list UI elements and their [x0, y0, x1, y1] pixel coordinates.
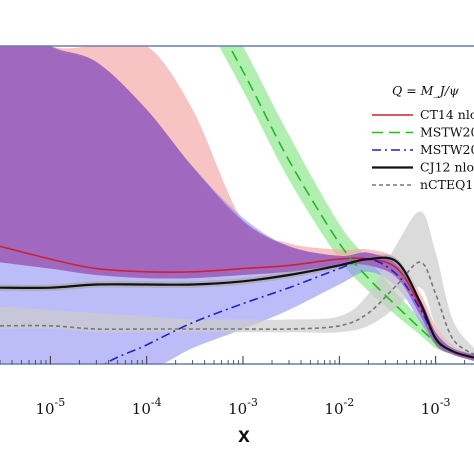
band-series-1: [219, 46, 474, 361]
legend-title: Q = M_J/ψ: [392, 83, 459, 98]
x-axis-ticks: 10-5 10-4 10-3 10-2 10-3: [0, 356, 466, 418]
curve-series-1: [228, 46, 474, 359]
x-tick-label: 10-3: [228, 396, 258, 418]
x-tick-label: 10-3: [421, 396, 451, 418]
legend: Q = M_J/ψ CT14 nlo MSTW20 MSTW20 CJ12 nlo nC…: [372, 83, 474, 192]
legend-label-2: MSTW20: [420, 142, 474, 157]
legend-label-4: nCTEQ1: [420, 177, 473, 192]
x-tick-label: 10-5: [35, 396, 65, 418]
curve-series-4: [0, 261, 474, 356]
legend-label-1: MSTW20: [420, 125, 474, 140]
x-tick-label: 10-2: [324, 396, 354, 418]
x-axis-label: x: [238, 424, 250, 447]
band-series-4: [0, 211, 474, 361]
legend-label-3: CJ12 nlo: [420, 160, 474, 175]
curve-series-3: [0, 256, 474, 359]
band-overlap: [0, 46, 474, 361]
x-tick-label: 10-4: [132, 396, 162, 418]
legend-label-0: CT14 nlo: [420, 107, 474, 122]
